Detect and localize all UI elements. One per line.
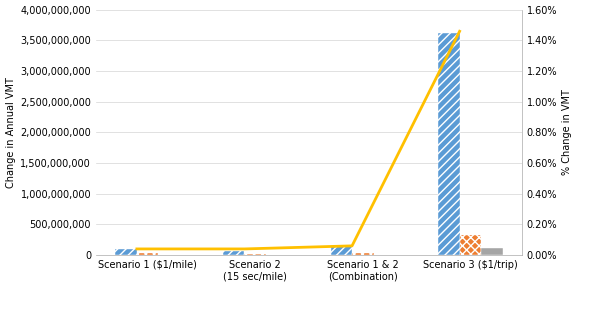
Bar xyxy=(438,33,460,255)
Bar xyxy=(331,246,352,255)
Bar xyxy=(244,254,266,255)
Bar xyxy=(481,248,503,255)
Bar xyxy=(223,251,244,255)
Bar xyxy=(460,235,481,255)
Bar xyxy=(137,253,158,255)
Bar xyxy=(115,249,137,255)
Y-axis label: % Change in VMT: % Change in VMT xyxy=(562,90,572,175)
Y-axis label: Change in Annual VMT: Change in Annual VMT xyxy=(6,77,16,188)
Bar xyxy=(352,253,374,255)
